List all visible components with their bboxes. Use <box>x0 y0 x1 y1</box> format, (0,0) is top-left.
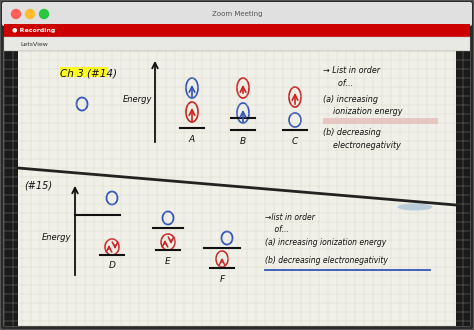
Text: → List in order
      of...: → List in order of... <box>323 66 380 87</box>
Text: D: D <box>109 261 116 271</box>
Circle shape <box>11 10 20 18</box>
Text: (a) increasing ionization energy: (a) increasing ionization energy <box>265 238 386 247</box>
Bar <box>4 24 470 37</box>
Bar <box>60 67 108 77</box>
Circle shape <box>26 10 35 18</box>
Bar <box>4 37 470 51</box>
Bar <box>4 51 18 326</box>
Circle shape <box>39 10 48 18</box>
Text: (#15): (#15) <box>24 180 52 190</box>
Text: (b) decreasing
    electronegativity: (b) decreasing electronegativity <box>323 128 401 149</box>
Text: Zoom Meeting: Zoom Meeting <box>212 11 262 17</box>
Text: Energy: Energy <box>42 234 72 243</box>
Text: F: F <box>219 275 225 283</box>
Text: LetsView: LetsView <box>20 42 48 47</box>
Text: C: C <box>292 137 298 146</box>
Text: ● Recording: ● Recording <box>12 28 55 33</box>
Text: (a) increasing
    ionization energy: (a) increasing ionization energy <box>323 95 402 116</box>
Text: Energy: Energy <box>123 95 153 105</box>
Text: (b) decreasing electronegativity: (b) decreasing electronegativity <box>265 256 388 265</box>
Text: B: B <box>240 137 246 146</box>
Bar <box>456 51 470 326</box>
Text: E: E <box>165 256 171 266</box>
Text: →list in order
    of...: →list in order of... <box>265 213 315 235</box>
Ellipse shape <box>398 204 432 211</box>
Text: Ch 3 (#14): Ch 3 (#14) <box>60 69 117 79</box>
Text: A: A <box>189 136 195 145</box>
Bar <box>323 118 438 124</box>
FancyBboxPatch shape <box>2 2 472 26</box>
Bar <box>4 51 470 326</box>
